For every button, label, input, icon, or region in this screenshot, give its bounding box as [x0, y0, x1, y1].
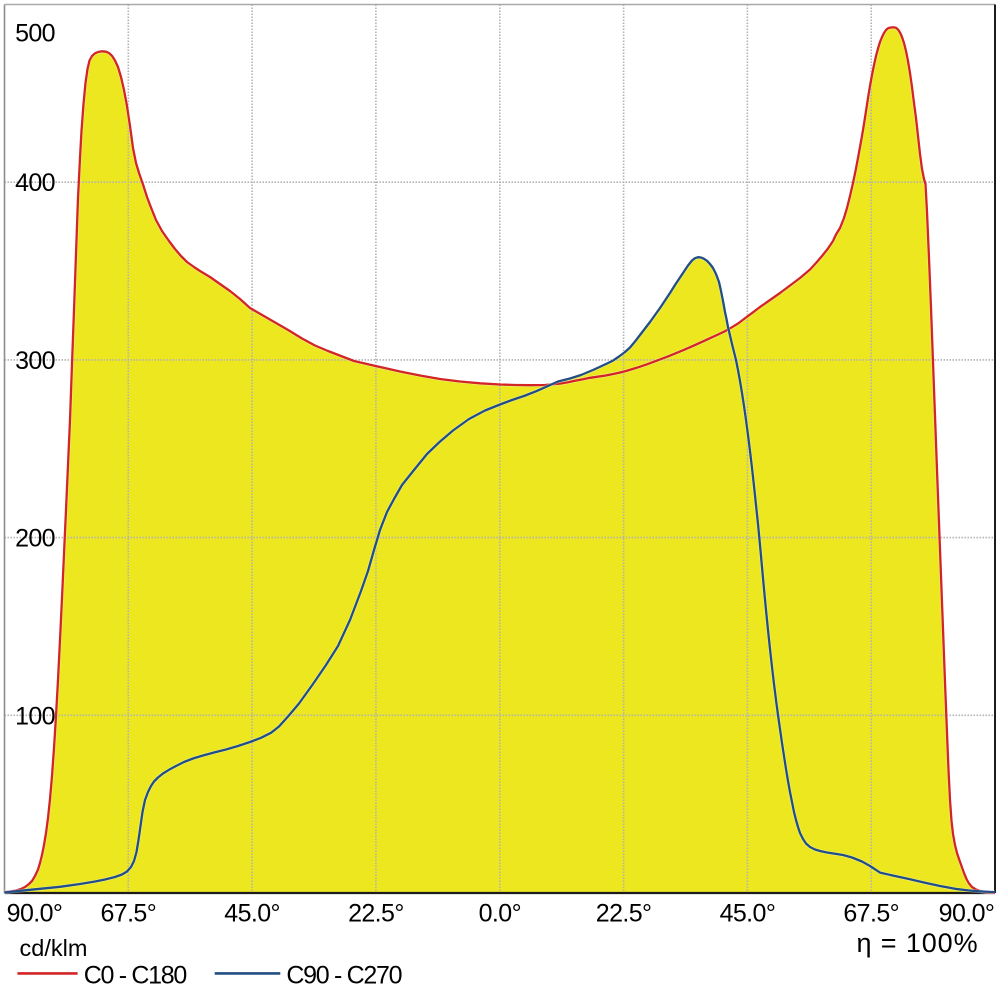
- svg-text:100: 100: [15, 702, 55, 730]
- svg-text:400: 400: [15, 169, 55, 197]
- svg-text:η = 100%: η = 100%: [856, 928, 978, 958]
- svg-text:300: 300: [15, 347, 55, 375]
- svg-text:cd/klm: cd/klm: [20, 935, 88, 961]
- svg-text:200: 200: [15, 525, 55, 553]
- svg-text:45.0°: 45.0°: [224, 900, 280, 928]
- svg-text:67.5°: 67.5°: [100, 900, 156, 928]
- svg-text:22.5°: 22.5°: [596, 900, 652, 928]
- svg-text:500: 500: [15, 20, 55, 48]
- svg-text:C0 - C180: C0 - C180: [84, 962, 187, 990]
- svg-text:67.5°: 67.5°: [843, 900, 899, 928]
- svg-text:45.0°: 45.0°: [720, 900, 776, 928]
- svg-text:22.5°: 22.5°: [348, 900, 404, 928]
- svg-text:0.0°: 0.0°: [479, 900, 521, 928]
- svg-text:90.0°: 90.0°: [939, 900, 995, 928]
- svg-text:90.0°: 90.0°: [7, 900, 63, 928]
- svg-text:C90 - C270: C90 - C270: [286, 962, 401, 990]
